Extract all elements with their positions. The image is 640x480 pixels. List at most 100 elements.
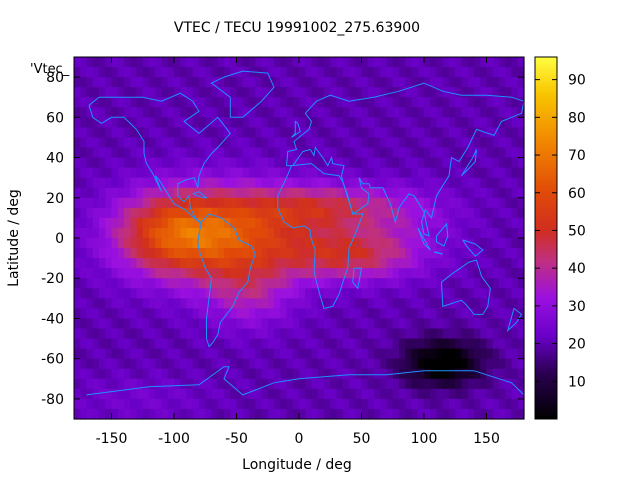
heatmap-cell xyxy=(492,67,500,78)
heatmap-cell xyxy=(180,217,188,229)
heatmap-cell xyxy=(86,137,94,149)
heatmap-cell xyxy=(86,398,94,410)
heatmap-cell xyxy=(86,288,94,299)
heatmap-cell xyxy=(180,177,188,189)
heatmap-cell xyxy=(442,278,450,289)
heatmap-cell xyxy=(355,238,363,249)
heatmap-cell xyxy=(205,398,213,410)
heatmap-cell xyxy=(180,338,188,350)
heatmap-cell xyxy=(492,238,500,249)
heatmap-cell xyxy=(124,57,131,68)
heatmap-cell xyxy=(349,97,356,108)
heatmap-cell xyxy=(411,288,419,299)
heatmap-cell xyxy=(342,378,350,390)
heatmap-cell xyxy=(442,197,450,209)
heatmap-cell xyxy=(411,408,419,420)
heatmap-cell xyxy=(180,97,188,108)
heatmap-cell xyxy=(111,147,119,159)
heatmap-cell xyxy=(380,368,388,380)
y-tick-label: -20 xyxy=(41,271,64,287)
heatmap-cell xyxy=(155,167,163,179)
heatmap-cell xyxy=(236,207,244,219)
heatmap-cell xyxy=(86,57,94,68)
heatmap-cell xyxy=(436,318,444,330)
heatmap-cell xyxy=(130,248,138,259)
heatmap-cell xyxy=(92,67,100,78)
heatmap-cell xyxy=(430,107,438,118)
heatmap-cell xyxy=(424,338,431,350)
heatmap-cell xyxy=(399,177,406,189)
heatmap-cell xyxy=(455,127,463,139)
heatmap-cell xyxy=(367,167,375,179)
heatmap-cell xyxy=(267,107,275,118)
heatmap-cell xyxy=(417,87,425,98)
heatmap-cell xyxy=(442,388,450,400)
heatmap-cell xyxy=(186,77,194,88)
heatmap-cell xyxy=(286,398,294,410)
heatmap-cell xyxy=(286,248,294,259)
heatmap-cell xyxy=(305,177,313,189)
heatmap-cell xyxy=(299,378,306,390)
heatmap-cell xyxy=(155,288,163,299)
heatmap-cell xyxy=(99,87,106,98)
heatmap-cell xyxy=(361,67,369,78)
heatmap-cell xyxy=(230,248,238,259)
heatmap-cell xyxy=(192,157,200,169)
heatmap-cell xyxy=(211,308,219,320)
heatmap-cell xyxy=(136,318,144,330)
heatmap-cell xyxy=(442,408,450,420)
heatmap-cell xyxy=(474,358,481,370)
heatmap-cell xyxy=(186,328,194,340)
heatmap-cell xyxy=(305,308,313,320)
heatmap-cell xyxy=(142,207,150,219)
heatmap-cell xyxy=(417,67,425,78)
heatmap-cell xyxy=(311,288,319,299)
heatmap-cell xyxy=(517,177,525,189)
heatmap-cell xyxy=(436,207,444,219)
heatmap-cell xyxy=(155,97,163,108)
heatmap-cell xyxy=(317,227,325,239)
heatmap-cell xyxy=(286,197,294,209)
heatmap-cell xyxy=(411,318,419,330)
heatmap-cell xyxy=(142,298,150,309)
heatmap-cell xyxy=(230,77,238,88)
heatmap-cell xyxy=(380,187,388,199)
heatmap-cell xyxy=(167,318,175,330)
heatmap-cell xyxy=(424,177,431,189)
heatmap-cell xyxy=(436,398,444,410)
heatmap-cell xyxy=(511,308,519,320)
heatmap-cell xyxy=(442,248,450,259)
heatmap-cell xyxy=(255,97,263,108)
heatmap-cell xyxy=(117,308,125,320)
heatmap-cell xyxy=(236,398,244,410)
heatmap-cell xyxy=(117,77,125,88)
heatmap-cell xyxy=(74,117,81,128)
heatmap-cell xyxy=(142,117,150,128)
heatmap-cell xyxy=(161,177,169,189)
heatmap-cell xyxy=(399,207,406,219)
heatmap-cell xyxy=(299,97,306,108)
heatmap-cell xyxy=(480,157,488,169)
heatmap-cell xyxy=(324,187,331,199)
heatmap-cell xyxy=(386,268,394,279)
heatmap-cell xyxy=(92,398,100,410)
heatmap-cell xyxy=(99,147,106,159)
heatmap-cell xyxy=(111,77,119,88)
heatmap-cell xyxy=(342,308,350,320)
heatmap-cell xyxy=(186,147,194,159)
heatmap-cell xyxy=(499,227,506,239)
heatmap-cell xyxy=(492,217,500,229)
heatmap-cell xyxy=(442,328,450,340)
heatmap-cell xyxy=(149,408,156,420)
heatmap-cell xyxy=(461,308,469,320)
heatmap-cell xyxy=(330,358,338,370)
heatmap-cell xyxy=(467,248,475,259)
heatmap-cell xyxy=(392,57,400,68)
heatmap-cell xyxy=(299,278,306,289)
heatmap-cell xyxy=(505,177,513,189)
heatmap-cell xyxy=(92,217,100,229)
heatmap-cell xyxy=(324,348,331,360)
heatmap-cell xyxy=(386,318,394,330)
heatmap-cell xyxy=(211,127,219,139)
